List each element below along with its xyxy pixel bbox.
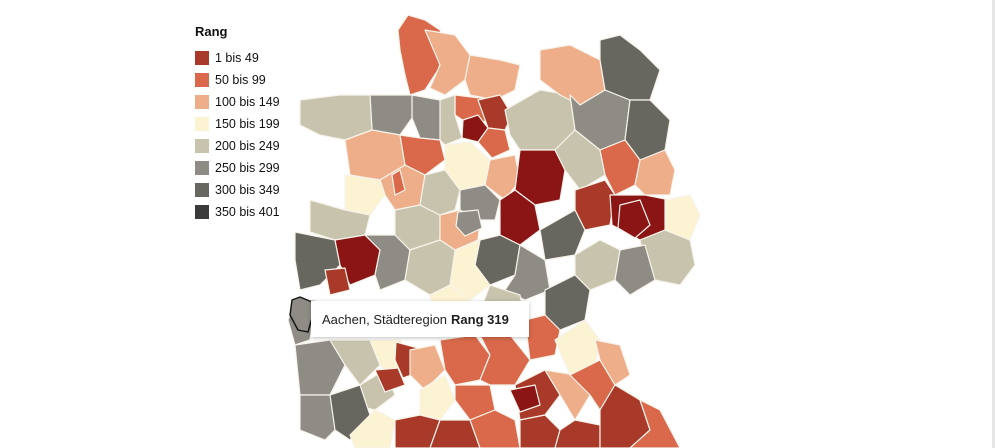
map-region[interactable] [484,154,521,201]
legend-swatch [195,139,209,153]
legend-item-rank-50-99: 50 bis 99 [195,69,280,91]
map-region[interactable] [419,169,461,216]
map-region[interactable] [374,367,406,393]
map-region[interactable] [349,409,396,448]
map-region[interactable] [479,334,531,386]
map-region[interactable] [554,419,601,448]
map-region[interactable] [477,127,511,159]
legend-swatch [195,117,209,131]
legend-item-rank-350-401: 350 bis 401 [195,201,280,223]
legend-item-rank-300-349: 300 bis 349 [195,179,280,201]
map-region[interactable] [519,414,561,448]
map-region-aachen-highlighted[interactable] [289,296,313,333]
scrollbar-track[interactable] [992,0,995,448]
map-region[interactable] [294,339,346,396]
legend-item-rank-100-149: 100 bis 149 [195,91,280,113]
map-region[interactable] [554,319,601,376]
map-region[interactable] [344,174,386,216]
legend-items: 1 bis 49 50 bis 99 100 bis 149 150 bis 1… [195,47,280,223]
map-region[interactable] [469,409,521,448]
map-region[interactable] [329,339,381,386]
tooltip-rank: Rang 319 [451,311,509,327]
map-region[interactable] [594,339,631,386]
legend-swatch [195,95,209,109]
map-region[interactable] [409,344,446,391]
tooltip-region-name: Aachen, Städteregion [322,311,448,327]
map-region[interactable] [629,399,681,448]
legend-item-rank-250-299: 250 bis 299 [195,157,280,179]
map-region[interactable] [539,209,586,261]
legend-item-rank-150-199: 150 bis 199 [195,113,280,135]
map-region[interactable] [599,34,661,101]
map-region[interactable] [509,384,541,413]
map-region[interactable] [369,94,413,136]
legend-swatch [195,73,209,87]
map-region[interactable] [391,169,406,196]
map-region[interactable] [424,29,471,96]
legend-swatch [195,183,209,197]
map-region[interactable] [617,199,651,239]
map-region[interactable] [614,244,656,296]
legend-item-rank-200-249: 200 bis 249 [195,135,280,157]
legend-swatch [195,205,209,219]
map-region[interactable] [634,149,676,196]
map-legend: Rang 1 bis 49 50 bis 99 100 bis 149 150 … [195,24,280,223]
map-region[interactable] [664,194,701,241]
legend-title: Rang [195,24,228,39]
map-region[interactable] [455,209,483,237]
region-tooltip: Aachen, Städteregion Rang 319 [311,301,529,337]
map-region[interactable] [324,267,351,296]
map-region[interactable] [299,94,373,141]
legend-swatch [195,161,209,175]
map-region[interactable] [419,374,456,421]
map-region[interactable] [429,419,481,448]
legend-item-rank-1-49: 1 bis 49 [195,47,280,69]
map-region[interactable] [464,54,521,101]
map-region[interactable] [504,244,551,301]
legend-swatch [195,51,209,65]
